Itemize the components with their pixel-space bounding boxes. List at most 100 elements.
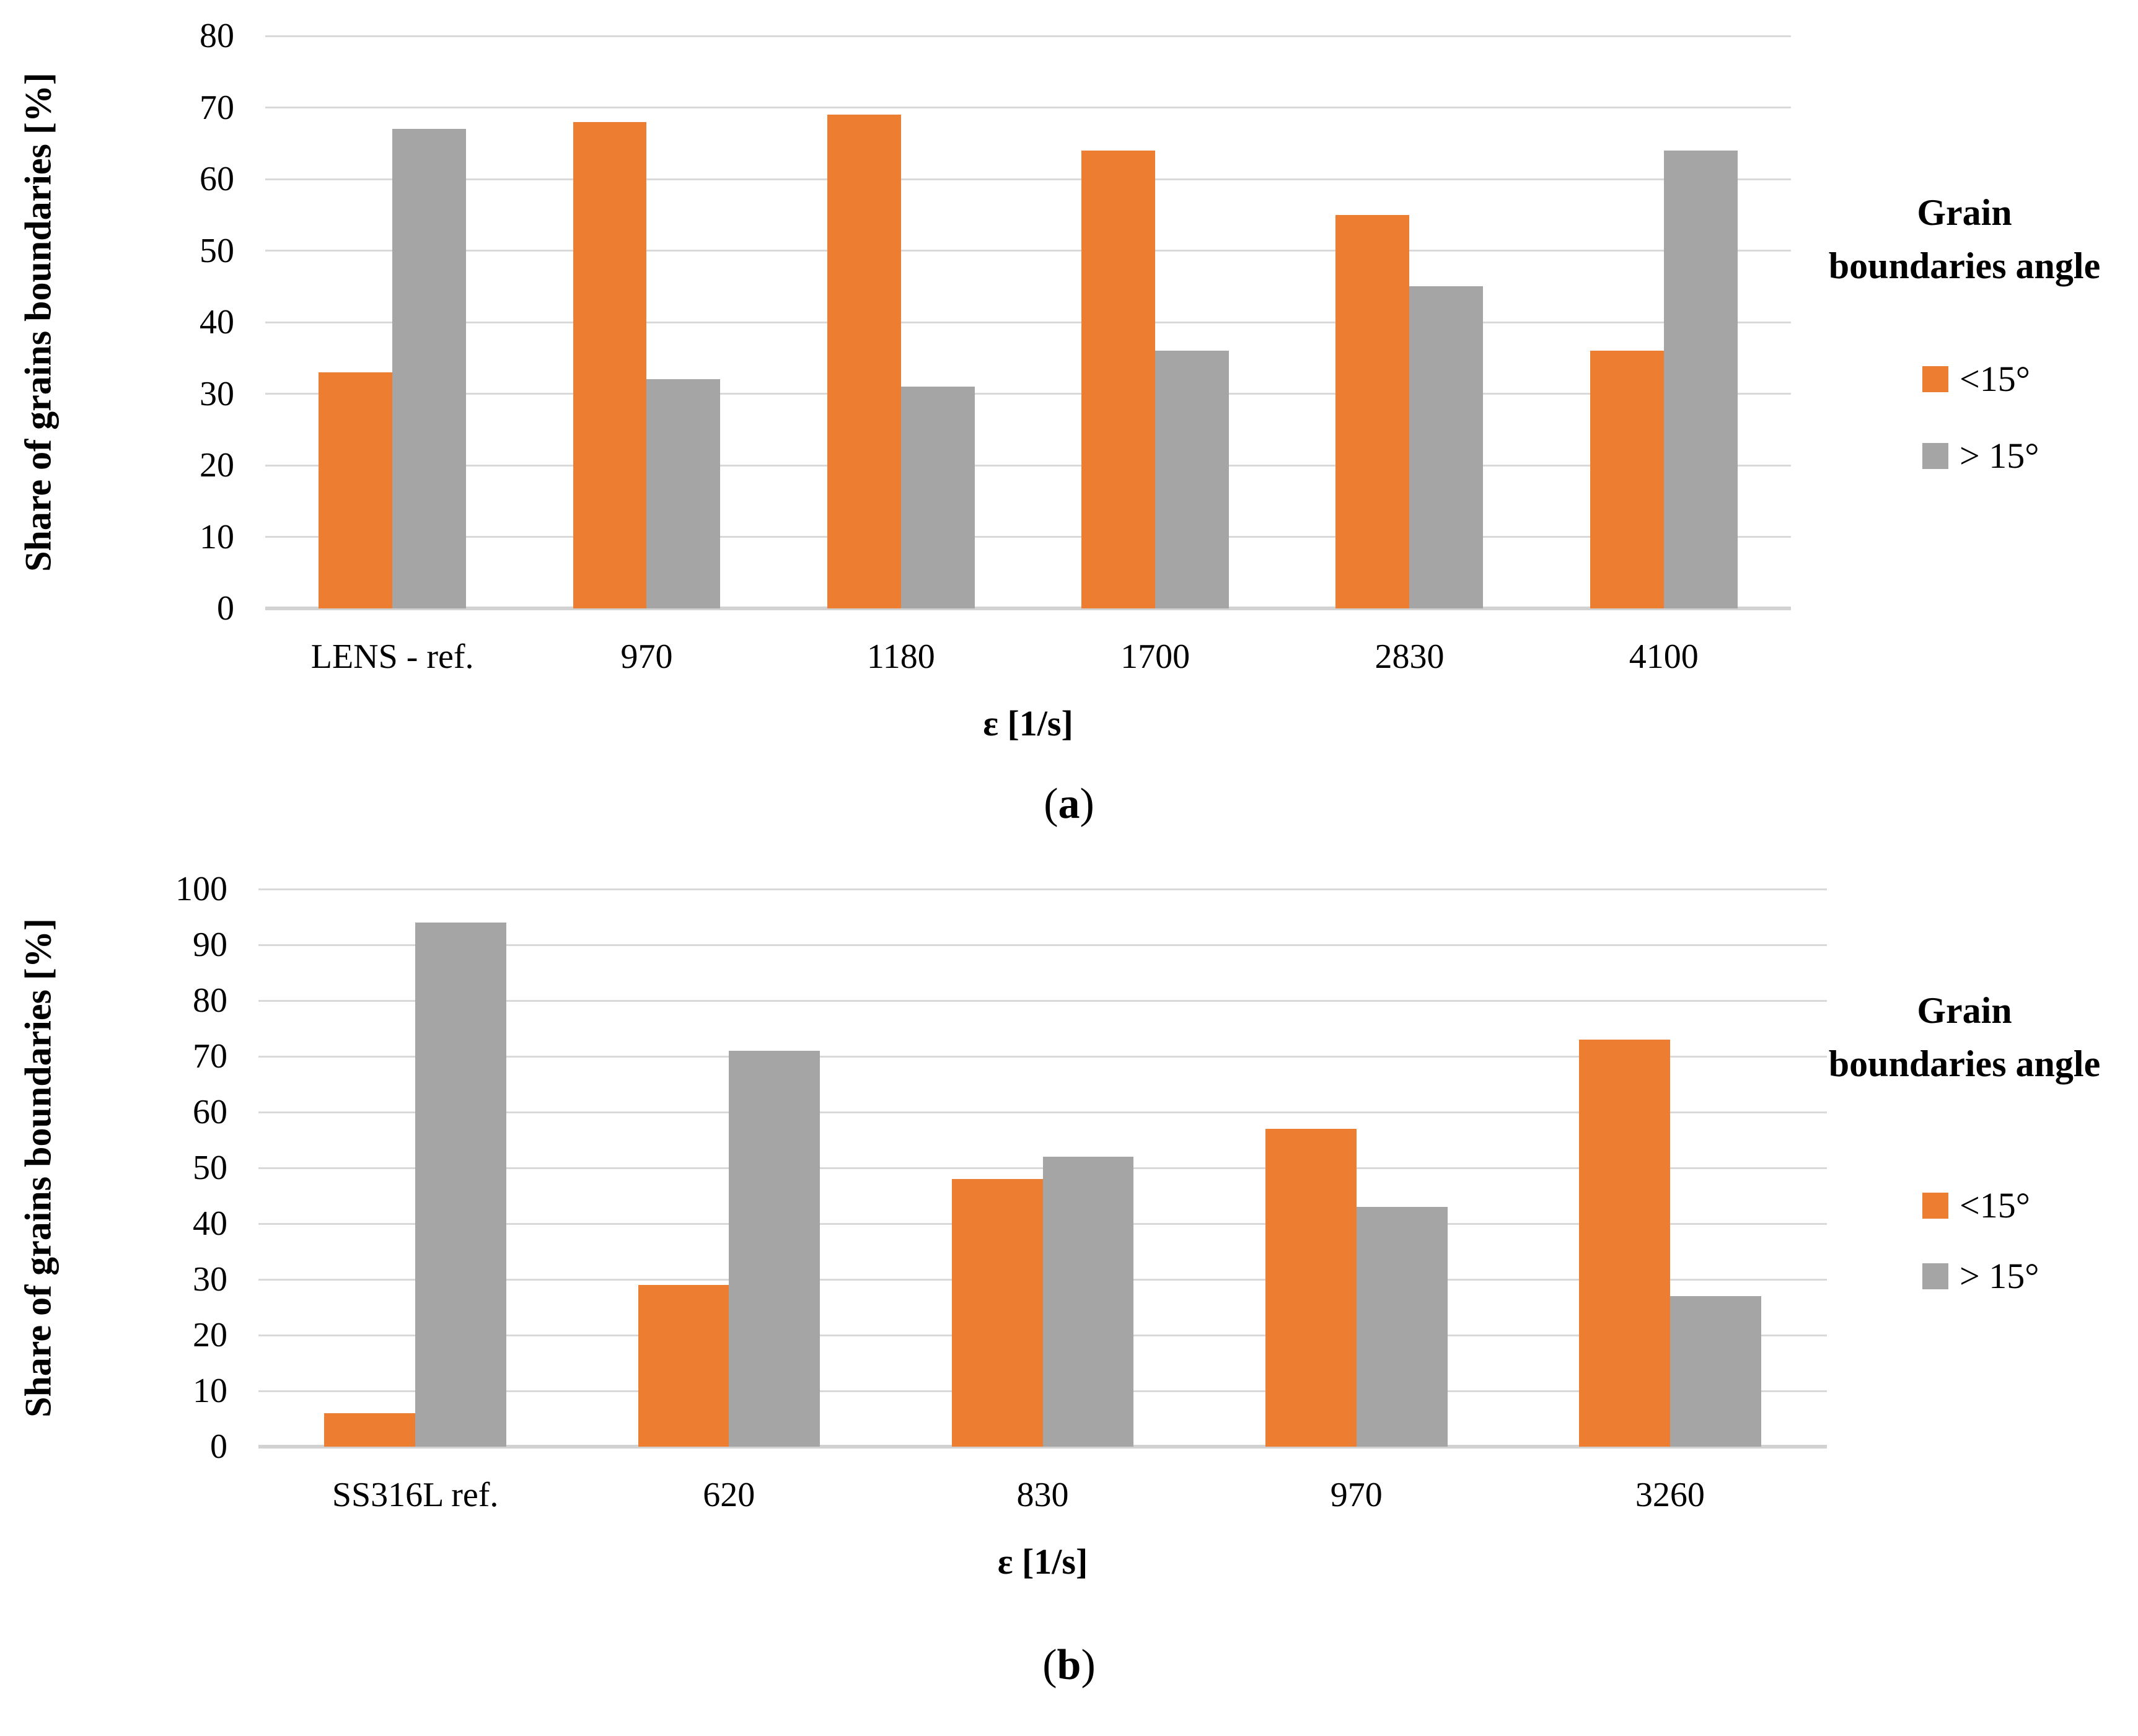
y-tick-label: 80 (200, 17, 234, 55)
legend-swatch (1922, 1193, 1948, 1219)
legend-swatch (1922, 1263, 1948, 1289)
legend-item: <15° (1922, 1186, 2138, 1225)
x-category-label: SS316L ref. (332, 1476, 499, 1514)
category-group (1513, 889, 1827, 1447)
gridline (258, 1111, 1827, 1113)
y-tick-label: 100 (175, 870, 227, 908)
category-group (258, 889, 572, 1447)
y-tick-label: 30 (200, 374, 234, 413)
legend-items: <15° > 15° (1791, 359, 2138, 476)
subfigure-caption-b: (b) (0, 1641, 2138, 1690)
bar (1579, 1040, 1670, 1447)
gridline (265, 536, 1791, 538)
bar (1409, 286, 1484, 608)
legend-title-line: Grain (1917, 192, 2012, 233)
legend-item-label: > 15° (1960, 1256, 2039, 1296)
y-tick-label: 40 (200, 303, 234, 341)
x-category-label: 1180 (866, 638, 935, 676)
gridline (265, 178, 1791, 180)
gridline (265, 35, 1791, 37)
x-category-labels: LENS - ref. 970 1180 1700 2830 4100 (265, 637, 1791, 677)
legend-items: <15° > 15° (1791, 1186, 2138, 1296)
category-group (265, 36, 519, 608)
x-category-label: 970 (620, 638, 673, 676)
bar (1356, 1207, 1448, 1447)
y-tick-label: 10 (200, 517, 234, 556)
y-tick-label: 60 (200, 160, 234, 198)
x-axis-title: ε [1/s] (983, 703, 1073, 743)
bar (573, 121, 647, 608)
x-category-label: 4100 (1629, 638, 1699, 676)
y-tick-label: 50 (200, 231, 234, 270)
caption-letter: a (1058, 780, 1080, 828)
legend-item-label: <15° (1960, 359, 2030, 399)
x-axis-line (265, 607, 1791, 610)
legend-swatch (1922, 443, 1948, 469)
gridline (258, 888, 1827, 890)
y-tick-label: 30 (193, 1260, 227, 1299)
category-group (1537, 36, 1791, 608)
bar (1155, 351, 1230, 608)
legend-item-label: <15° (1960, 1185, 2030, 1225)
gridline (265, 321, 1791, 323)
y-axis-label: Share of grains boundaries [%] (17, 918, 59, 1418)
y-tick-label: 60 (193, 1093, 227, 1131)
category-group (774, 36, 1028, 608)
bars-layer (265, 36, 1791, 608)
category-group (572, 889, 886, 1447)
legend-item: > 15° (1922, 436, 2138, 476)
bar (951, 1179, 1043, 1447)
caption-paren: ) (1080, 780, 1094, 828)
y-tick-label: 10 (193, 1372, 227, 1410)
bar (1081, 150, 1156, 608)
caption-paren: ( (1044, 780, 1058, 828)
caption-letter: b (1057, 1641, 1081, 1689)
y-tick-label: 40 (193, 1204, 227, 1243)
y-axis-label: Share of grains boundaries [%] (17, 72, 59, 572)
legend-title-line: boundaries angle (1828, 245, 2101, 286)
x-category-label: 970 (1330, 1476, 1383, 1514)
bar (646, 379, 721, 608)
plot-area: 0 10 20 30 40 50 60 70 80 (200, 19, 1791, 626)
y-tick-label: 0 (217, 589, 234, 628)
category-group (1200, 889, 1513, 1447)
x-category-label: 2830 (1375, 638, 1445, 676)
legend-title-line: boundaries angle (1828, 1043, 2101, 1084)
y-tick-label: 20 (193, 1316, 227, 1354)
caption-paren: ( (1042, 1641, 1057, 1689)
bar (729, 1051, 820, 1447)
caption-paren: ) (1081, 1641, 1096, 1689)
legend: Grain boundaries angle <15° > 15° (1791, 186, 2138, 476)
legend-title: Grain boundaries angle (1791, 984, 2138, 1090)
y-tick-label: 70 (200, 88, 234, 127)
bar (319, 372, 393, 608)
gridline (265, 393, 1791, 395)
gridline (265, 250, 1791, 252)
y-tick-label: 0 (210, 1427, 227, 1466)
gridline (258, 999, 1827, 1002)
category-group (886, 889, 1199, 1447)
category-group (1028, 36, 1282, 608)
bar (1042, 1157, 1134, 1447)
x-axis-line (258, 1445, 1827, 1449)
legend-item: > 15° (1922, 1256, 2138, 1296)
y-tick-label: 90 (193, 926, 227, 964)
y-tick-label: 80 (193, 981, 227, 1020)
gridline (265, 107, 1791, 108)
legend-item-label: > 15° (1960, 436, 2039, 476)
bar (638, 1285, 729, 1447)
x-category-label: LENS - ref. (310, 638, 474, 676)
gridline (258, 1055, 1827, 1058)
bar (1663, 150, 1738, 608)
bars-layer (258, 889, 1827, 1447)
y-tick-label: 50 (193, 1149, 227, 1187)
x-category-labels: SS316L ref. 620 830 970 3260 (258, 1475, 1827, 1515)
x-category-label: 830 (1016, 1476, 1069, 1514)
legend-item: <15° (1922, 359, 2138, 399)
legend-title-line: Grain (1917, 990, 2012, 1031)
plot-area: 0 10 20 30 40 50 60 70 80 90 100 (175, 872, 1827, 1464)
bar (900, 386, 975, 608)
bar (392, 129, 467, 608)
x-category-label: 620 (703, 1476, 755, 1514)
